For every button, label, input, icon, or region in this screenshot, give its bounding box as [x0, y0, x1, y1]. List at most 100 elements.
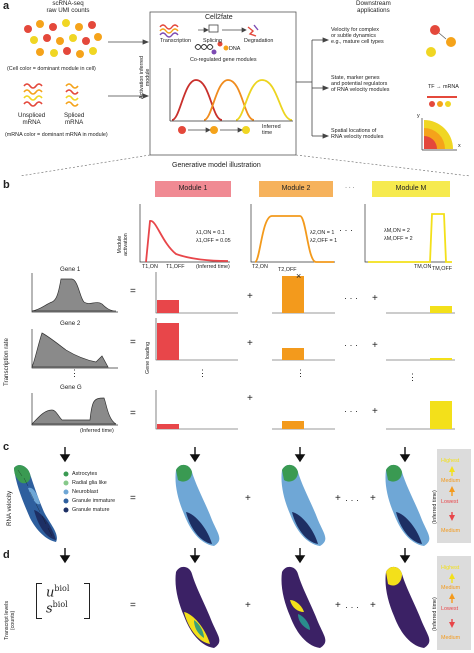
cell-color-note: (Cell color = dominant module in cell) — [7, 66, 96, 72]
c-highest: Highest — [441, 458, 460, 464]
transcript-levels-axis: Transcript levels (counts) — [4, 600, 17, 640]
plus-gG-a: + — [247, 393, 253, 404]
velocity-dots-graphic — [426, 25, 456, 57]
umap-module1-velocity — [175, 464, 220, 546]
cell2fate-title: Cell2fate — [205, 14, 233, 21]
eq-geneG: = — [130, 408, 136, 419]
legend-dot-astrocytes — [63, 471, 69, 477]
u-symbol: u — [46, 585, 55, 601]
panel-c-label: c — [3, 441, 10, 453]
lambda-2off: λ2,OFF = 1 — [310, 238, 338, 244]
tf-mrna-label: TF → mRNA — [428, 84, 459, 90]
inferred-time-b: (Inferred time) — [196, 264, 230, 270]
u-biol-symbol: ubiol — [46, 584, 69, 600]
loading-bar-g2-m2 — [282, 348, 304, 360]
legend-radial-glia: Radial glia like — [72, 480, 107, 486]
t2off-label: T2,OFF — [278, 267, 297, 273]
legend-dot-granule-immature — [63, 498, 69, 504]
downstream-title: Downstream applications — [356, 0, 391, 15]
loading-bar-g1-m1 — [157, 300, 179, 313]
c-inferred-time-side: (Inferred time) — [432, 490, 438, 524]
matrix-right-bracket — [84, 583, 90, 619]
spliced-label: Spliced mRNA — [64, 112, 85, 127]
loading-bar-gG-m1 — [157, 424, 179, 429]
legend-granule-mature: Granule mature — [72, 507, 110, 513]
t1off-label: T1,OFF — [166, 264, 185, 270]
tmoff-label: TM,OFF — [432, 266, 453, 272]
panel-d-label: d — [3, 549, 10, 561]
d-highest: Highest — [441, 565, 460, 571]
lambda-mon: λM,ON = 2 — [384, 228, 410, 234]
app3-text: Spatial locations of RNA velocity module… — [331, 128, 384, 141]
c-medium-bottom: Medium — [441, 528, 461, 534]
plus-c1: + — [245, 493, 251, 504]
activation-curves-graphic — [171, 79, 293, 121]
b-dots-row1: · · · — [339, 225, 353, 235]
t1on-label: T1,ON — [142, 264, 158, 270]
regulator-graphic — [427, 96, 457, 107]
lambda-2on: λ2,ON = 1 — [310, 230, 335, 236]
dots-c: · · · — [345, 495, 359, 505]
eq-c: = — [130, 493, 136, 504]
eq-gene2: = — [130, 337, 136, 348]
module2-header: Module 2 — [259, 181, 333, 197]
inferred-time-label: Inferred time — [262, 124, 281, 137]
spatial-quarter-graphic — [421, 118, 457, 151]
app2-text: State, marker genes and potential regula… — [331, 75, 390, 94]
vdots-mM: ⋮ — [408, 372, 417, 382]
umap-module2-velocity — [281, 464, 326, 546]
co-regulated-label: Co-regulated gene modules — [190, 57, 257, 63]
c-lowest: Lowest — [441, 499, 459, 505]
c-medium-top: Medium — [441, 478, 461, 484]
t2on-label: T2,ON — [252, 264, 268, 270]
plus-c3: + — [370, 493, 376, 504]
loading-bar-g1-m2 — [282, 276, 304, 313]
plus-d1: + — [245, 600, 251, 611]
umap-module1-counts — [175, 566, 220, 648]
legend-dot-radial-glia — [63, 480, 69, 486]
eq-gene1: = — [130, 286, 136, 297]
s-biol-symbol: sbiol — [46, 600, 68, 616]
dots-d: · · · — [345, 602, 359, 612]
legend-dot-granule-mature — [63, 507, 69, 513]
plus-d3: + — [370, 600, 376, 611]
plus-gG-b: + — [372, 406, 378, 417]
d-medium-top: Medium — [441, 585, 461, 591]
app1-text: Velocity for complex or subtle dynamics … — [331, 27, 384, 46]
loading-bar-g2-mM — [430, 358, 452, 360]
plus-d2: + — [335, 600, 341, 611]
s-symbol: s — [46, 601, 53, 617]
umap-moduleM-velocity — [385, 464, 430, 546]
degradation-label: Degradation — [244, 38, 274, 44]
gene1-label: Gene 1 — [60, 266, 81, 273]
module1-activation-curve — [145, 220, 229, 263]
dna-label: DNA — [229, 46, 241, 52]
module-dots: · · · — [345, 184, 355, 191]
plus-g1-b: + — [372, 293, 378, 304]
module2-activation-curve — [254, 215, 334, 263]
inferred-time-genes: (Inferred time) — [80, 428, 114, 434]
gene2-label: Gene 2 — [60, 320, 81, 327]
vdots-m1: ⋮ — [198, 368, 207, 378]
input-title: scRNA-seq raw UMI counts — [46, 0, 90, 15]
dots-gG: · · · — [344, 406, 358, 416]
loading-bar-gG-mM — [430, 401, 452, 429]
legend-granule-immature: Granule immature — [72, 498, 116, 504]
lambda-moff: λM,OFF = 2 — [384, 236, 413, 242]
panel-b-label: b — [3, 179, 10, 191]
cell-cluster-graphic — [24, 19, 102, 58]
geneG-label: Gene G — [60, 384, 82, 391]
moduleM-activation-curve — [368, 213, 452, 263]
d-lowest: Lowest — [441, 606, 459, 612]
unspliced-label: Unspliced mRNA — [18, 112, 46, 127]
loading-bar-g2-m1 — [157, 323, 179, 360]
d-medium-bottom: Medium — [441, 635, 461, 641]
loading-bar-gG-m2 — [282, 421, 304, 429]
gene1-rate-curve — [31, 278, 117, 312]
loading-bar-g1-mM — [430, 306, 452, 313]
module1-header: Module 1 — [155, 181, 231, 197]
umap-celltype-graphic — [14, 465, 57, 542]
